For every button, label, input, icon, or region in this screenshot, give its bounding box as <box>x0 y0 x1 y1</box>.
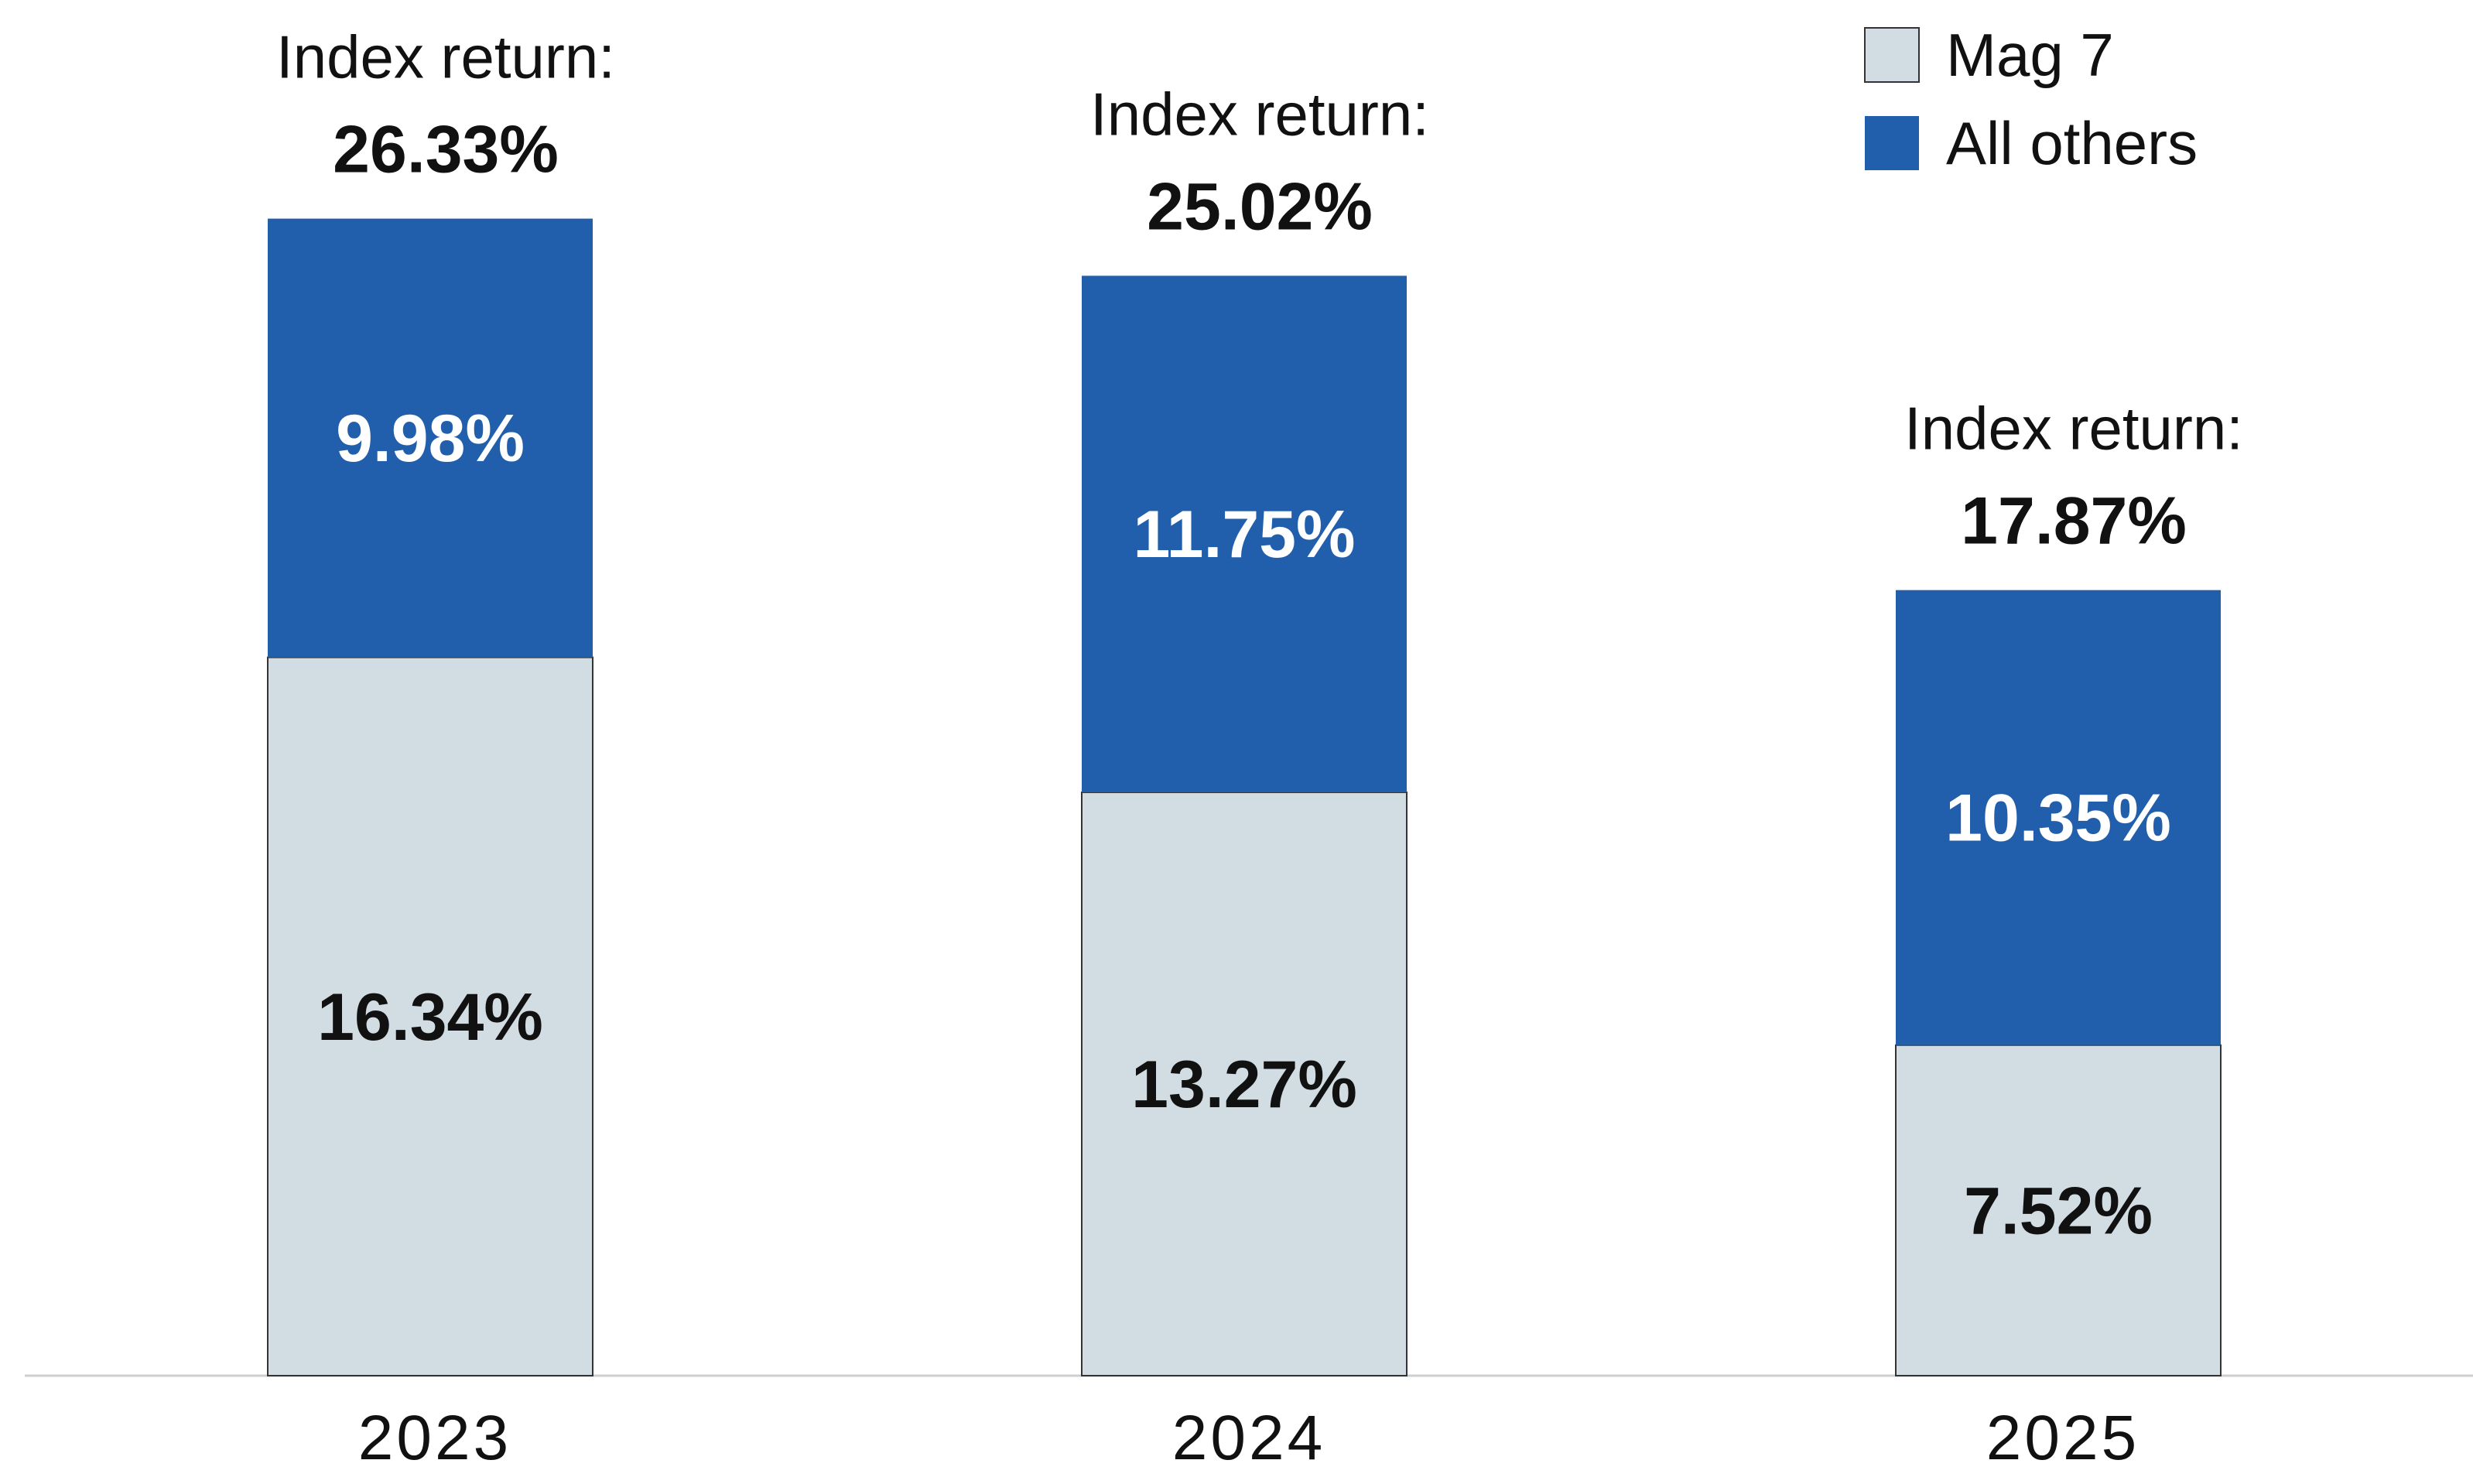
total-annotation-label-2023: Index return: <box>276 23 615 91</box>
legend-swatch-mag-7 <box>1864 27 1920 83</box>
bar-segment-all-others-2023 <box>268 218 593 658</box>
legend: Mag 7 All others <box>1864 21 2198 177</box>
total-annotation-value-2024: 25.02% <box>1147 169 1373 244</box>
data-label-all-others-2025: 10.35% <box>1945 781 2171 856</box>
x-tick-label-2025: 2025 <box>1986 1403 2140 1473</box>
data-label-mag-7-2023: 16.34% <box>317 980 543 1055</box>
total-annotation-value-2023: 26.33% <box>333 113 559 187</box>
x-tick-label-2024: 2024 <box>1172 1403 1325 1473</box>
data-label-mag-7-2024: 13.27% <box>1131 1048 1357 1122</box>
x-tick-label-2023: 2023 <box>358 1403 511 1473</box>
data-label-mag-7-2025: 7.52% <box>1964 1174 2153 1248</box>
data-label-all-others-2024: 11.75% <box>1134 498 1356 572</box>
bar-segment-all-others-2025 <box>1896 590 2221 1045</box>
total-annotation-label-2025: Index return: <box>1904 395 2243 463</box>
legend-label-mag-7: Mag 7 <box>1946 21 2114 89</box>
data-label-all-others-2023: 9.98% <box>336 402 525 476</box>
bar-segment-mag-7-2025 <box>1895 1044 2222 1376</box>
total-annotation-label-2024: Index return: <box>1090 80 1429 148</box>
bar-segment-mag-7-2024 <box>1081 792 1408 1376</box>
bars-group <box>267 218 2222 1376</box>
total-annotation-value-2025: 17.87% <box>1961 484 2187 559</box>
legend-label-all-others: All others <box>1946 109 2198 177</box>
legend-swatch-all-others <box>1865 116 1919 170</box>
labels-group: 16.34% 9.98% Index return: 26.33% 2023 13.27%… <box>276 23 2243 1473</box>
bar-segment-all-others-2024 <box>1082 275 1407 793</box>
bar-segment-mag-7-2023 <box>267 656 593 1376</box>
